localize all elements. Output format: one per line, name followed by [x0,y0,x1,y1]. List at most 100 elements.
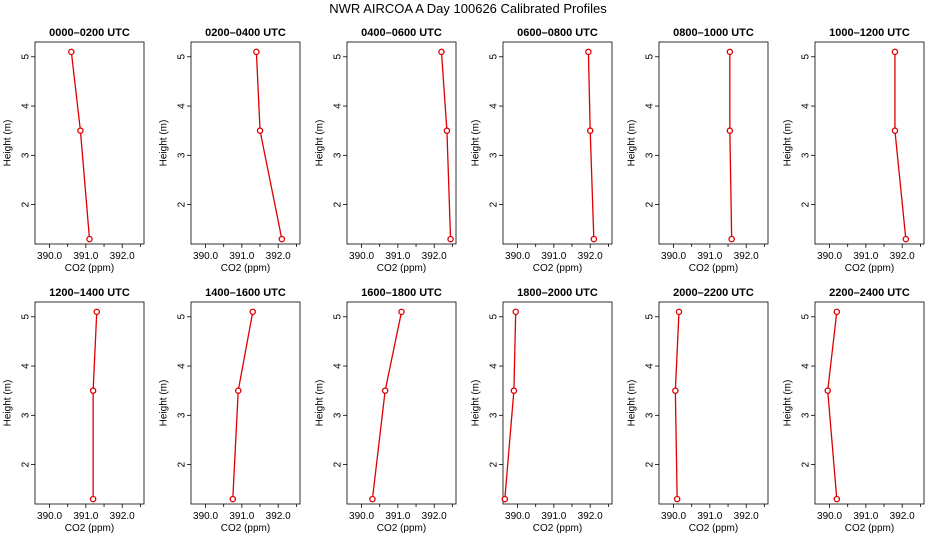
y-axis-label: Height (m) [3,380,14,427]
data-point [726,127,734,134]
y-tick-label: 3 [801,152,812,158]
data-point [256,127,264,134]
x-tick-label: 390.0 [193,251,218,262]
y-tick-label: 4 [177,103,188,109]
data-point [586,127,594,134]
data-point [728,235,735,243]
y-tick-label: 3 [801,412,812,418]
y-tick-label: 5 [645,314,656,320]
x-axis-label: CO2 (ppm) [221,523,270,534]
panel-title: 1000–1200 UTC [829,27,910,39]
x-tick-label: 390.0 [817,511,842,522]
x-tick-label: 390.0 [661,511,686,522]
x-tick-label: 391.0 [541,251,566,262]
x-axis-label: CO2 (ppm) [845,263,894,274]
data-point [891,48,899,56]
plot-frame [190,41,301,245]
data-point [369,495,376,503]
y-axis-label: Height (m) [315,380,326,427]
y-tick-label: 3 [645,152,656,158]
y-tick-label: 5 [801,54,812,60]
y-tick-label: 4 [177,363,188,369]
y-tick-label: 5 [177,314,188,320]
profile-line [70,51,91,240]
figure-title: NWR AIRCOA A Day 100626 Calibrated Profi… [329,1,607,16]
x-tick-label: 390.0 [817,251,842,262]
y-axis-label: Height (m) [783,380,794,427]
y-tick-label: 2 [333,461,344,467]
x-tick-label: 390.0 [37,511,62,522]
x-axis-label: CO2 (ppm) [221,263,270,274]
data-point [501,495,509,503]
plot-frame [502,301,613,505]
data-point [89,387,97,394]
x-axis-label: CO2 (ppm) [533,523,582,534]
plot-frame [502,41,613,245]
y-tick-label: 2 [489,201,500,207]
y-axis-label: Height (m) [783,120,794,167]
y-tick-label: 5 [21,54,32,60]
panel-title: 0800–1000 UTC [673,27,754,39]
y-tick-label: 5 [645,54,656,60]
panel-title: 0600–0800 UTC [517,27,598,39]
data-point [585,48,592,56]
profile-line [92,311,98,500]
data-point [675,308,683,316]
profile-line [729,51,733,240]
plot-frame [814,301,925,505]
data-point [512,308,519,316]
y-tick-label: 2 [21,201,32,207]
y-tick-label: 5 [21,314,32,320]
y-tick-label: 4 [489,363,500,369]
y-tick-label: 2 [333,201,344,207]
data-point [510,387,518,394]
profile-line [894,51,907,240]
profile-line [440,51,452,240]
y-tick-label: 2 [801,461,812,467]
x-tick-label: 390.0 [37,251,62,262]
plot-frame [34,301,145,505]
data-point [68,48,75,56]
y-axis-label: Height (m) [471,380,482,427]
y-tick-label: 4 [801,103,812,109]
y-tick-label: 3 [177,152,188,158]
y-axis-label: Height (m) [3,120,14,167]
data-point [77,127,84,134]
x-tick-label: 392.0 [422,251,447,262]
x-tick-label: 392.0 [266,251,291,262]
y-tick-label: 2 [489,461,500,467]
y-tick-label: 5 [333,54,344,60]
x-tick-label: 392.0 [110,511,135,522]
profile-line [674,311,680,500]
y-tick-label: 5 [801,314,812,320]
x-tick-label: 392.0 [578,251,603,262]
x-axis-label: CO2 (ppm) [689,263,738,274]
data-point [590,235,598,243]
x-tick-label: 391.0 [73,511,98,522]
x-axis-label: CO2 (ppm) [533,263,582,274]
x-tick-label: 392.0 [110,251,135,262]
data-point [253,48,260,56]
panel-title: 1800–2000 UTC [517,287,598,299]
data-point [278,235,286,243]
panel-title: 1200–1400 UTC [49,287,130,299]
panel-title: 1400–1600 UTC [205,287,286,299]
x-tick-label: 391.0 [697,511,722,522]
y-tick-label: 3 [21,412,32,418]
y-tick-label: 2 [801,201,812,207]
data-point [824,387,831,394]
plot-frame [658,301,769,505]
x-axis-label: CO2 (ppm) [65,263,114,274]
y-tick-label: 2 [177,201,188,207]
y-axis-label: Height (m) [471,120,482,167]
x-tick-label: 391.0 [229,251,254,262]
panel-title: 0400–0600 UTC [361,27,442,39]
x-tick-label: 390.0 [193,511,218,522]
y-tick-label: 2 [177,461,188,467]
x-tick-label: 391.0 [385,511,410,522]
y-tick-label: 4 [333,103,344,109]
x-tick-label: 391.0 [853,251,878,262]
y-tick-label: 5 [333,314,344,320]
data-point [438,48,445,56]
x-tick-label: 392.0 [890,251,915,262]
